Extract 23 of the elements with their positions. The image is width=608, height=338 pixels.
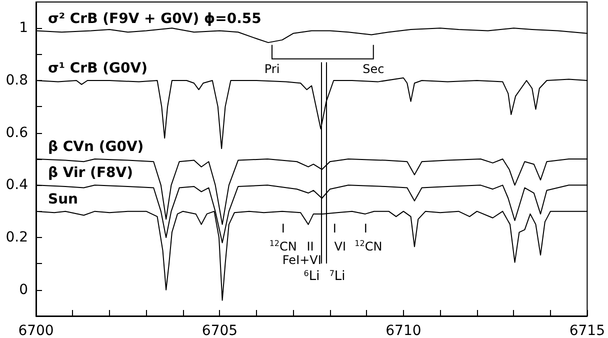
y-tick-label: 1 xyxy=(19,20,28,36)
x-tick-label: 6705 xyxy=(202,323,238,338)
annotation: II xyxy=(306,239,314,254)
x-tick-label: 6700 xyxy=(18,323,54,338)
series-label: Sun xyxy=(48,191,78,208)
annotation: VI xyxy=(334,239,346,254)
y-tick-label: 0.8 xyxy=(6,72,28,88)
y-tick-label: 0.6 xyxy=(6,124,28,141)
annotation: Pri xyxy=(264,62,280,76)
y-tick-label: 0.4 xyxy=(6,177,28,194)
y-tick-label: 0 xyxy=(19,282,28,298)
series-label: β CVn (G0V) xyxy=(48,139,144,155)
x-tick-label: 6715 xyxy=(569,323,606,338)
annotation: I xyxy=(332,222,336,236)
annotation: FeI+VI xyxy=(282,252,322,267)
x-tick-label: 6710 xyxy=(386,323,422,338)
annotation: I xyxy=(281,222,285,236)
y-tick-label: 0.2 xyxy=(6,230,28,246)
series-label: σ¹ CrB (G0V) xyxy=(48,60,148,76)
series-label: σ² CrB (F9V + G0V) ϕ=0.55 xyxy=(48,10,262,27)
annotation: I xyxy=(364,222,368,236)
annotation: Sec xyxy=(362,62,384,76)
series-label: β Vir (F8V) xyxy=(48,165,133,182)
